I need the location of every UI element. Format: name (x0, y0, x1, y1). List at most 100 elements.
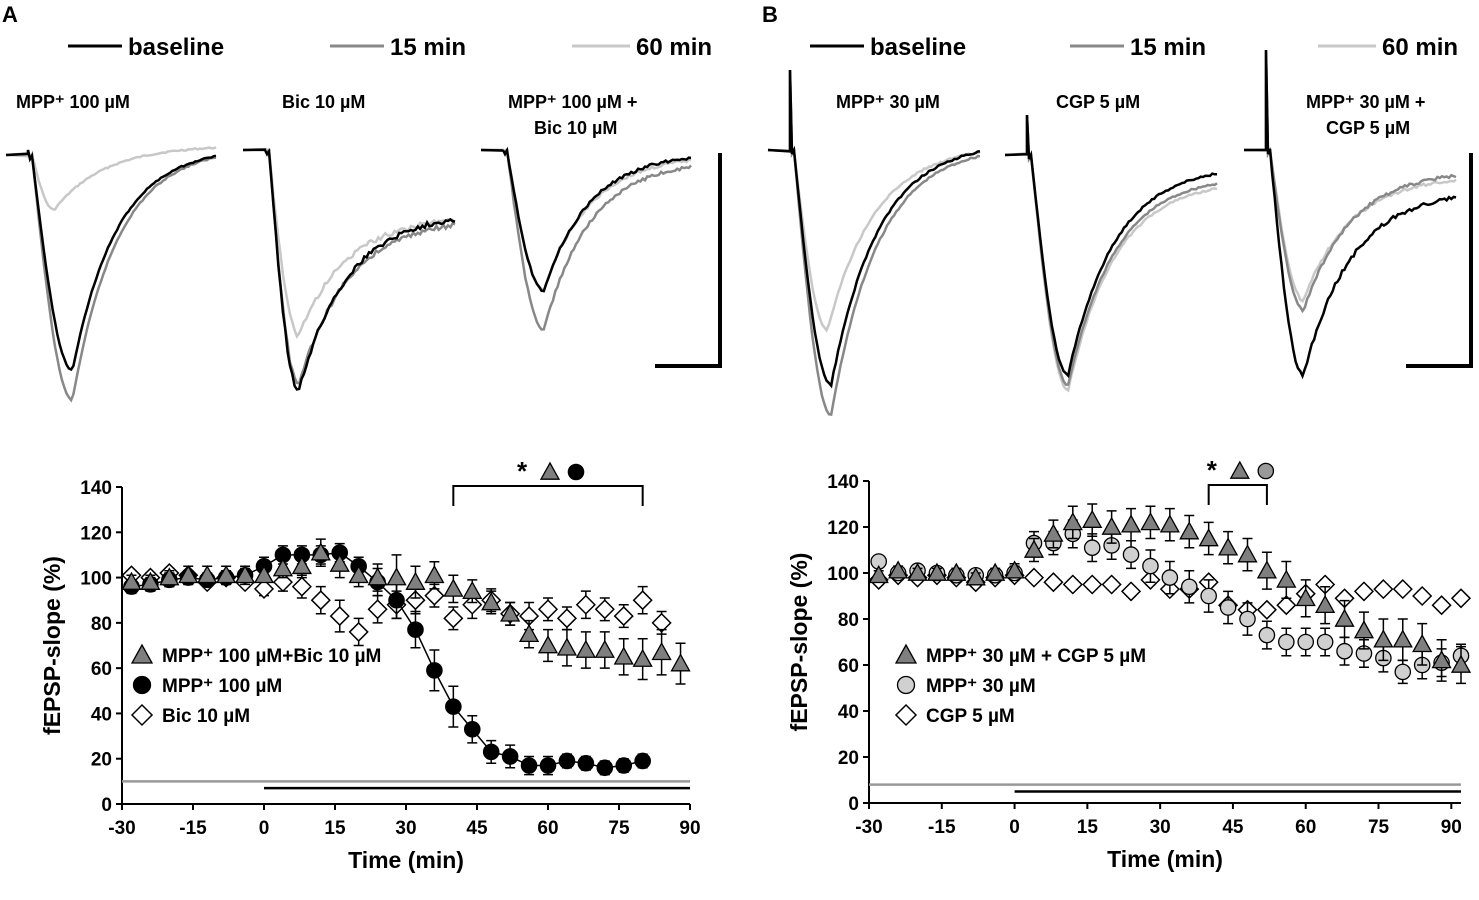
data-point (1159, 514, 1180, 533)
data-point (1219, 599, 1237, 616)
data-point (407, 621, 424, 638)
data-point (1122, 546, 1140, 563)
trace-legend-a: baseline 15 min 60 min (68, 34, 712, 61)
data-point (426, 662, 443, 679)
trace-set-2 (242, 147, 456, 391)
y-tick-label: 100 (80, 569, 112, 590)
trace-15min (480, 148, 692, 331)
data-point (463, 720, 481, 738)
legend-label-15min: 15 min (1130, 34, 1206, 61)
trace-title-b3-line2: CGP 5 µM (1326, 118, 1410, 138)
y-tick-label: 20 (91, 750, 112, 771)
y-tick-label: 40 (91, 704, 112, 725)
significance-bracket (452, 485, 644, 506)
trace-60min (242, 147, 456, 340)
trace-60min (5, 146, 217, 211)
data-point (520, 757, 538, 774)
y-tick-label: 40 (838, 702, 859, 723)
y-tick-label: 20 (838, 748, 859, 769)
panel-letter-b: B (762, 2, 778, 27)
x-axis-label: Time (min) (348, 847, 464, 873)
data-point (1239, 610, 1256, 628)
trace-title-a1: MPP⁺ 100 µM (16, 92, 130, 112)
trace-title-a3-line1: MPP⁺ 100 µM + (508, 92, 637, 112)
data-point (1256, 599, 1277, 620)
significance-marker-triangle (1229, 460, 1250, 479)
x-tick-label: 45 (1222, 817, 1244, 838)
data-point (1431, 650, 1452, 669)
data-point (596, 759, 614, 777)
significance-bracket (1207, 484, 1268, 505)
data-point (670, 653, 691, 672)
data-point (632, 590, 653, 611)
legend-marker (894, 643, 918, 664)
data-point (462, 594, 483, 615)
legend-label-baseline: baseline (870, 34, 966, 61)
data-point (556, 637, 578, 656)
data-point (539, 757, 557, 774)
data-point (1412, 633, 1433, 653)
x-tick-label: -15 (928, 817, 956, 838)
data-point (1161, 569, 1179, 586)
y-tick-label: 80 (838, 610, 859, 631)
data-point (1256, 560, 1278, 579)
data-point (965, 567, 986, 586)
panel-letter-a: A (2, 2, 18, 27)
data-point (291, 576, 312, 597)
trace-title-b1: MPP⁺ 30 µM (836, 92, 940, 112)
data-point (1450, 588, 1472, 609)
data-point (1140, 512, 1161, 531)
y-tick-label: 120 (80, 523, 112, 544)
data-point (1394, 663, 1412, 681)
field-potential-traces (5, 49, 1457, 417)
data-point (424, 564, 445, 584)
trace-title-b3-line1: MPP⁺ 30 µM + (1306, 92, 1425, 112)
data-point (1373, 629, 1394, 648)
data-point (537, 635, 559, 654)
data-point (310, 590, 331, 611)
x-tick-label: 30 (1150, 817, 1171, 838)
x-tick-label: 45 (466, 818, 488, 839)
trace-60min (767, 69, 981, 333)
data-point (1062, 512, 1083, 531)
data-point (907, 562, 928, 581)
trace-title-a2: Bic 10 µM (282, 92, 365, 112)
y-axis-label: fEPSP-slope (%) (786, 553, 812, 732)
data-point (1180, 578, 1198, 596)
y-tick-label: 80 (91, 614, 112, 635)
trace-set-1 (5, 146, 217, 403)
y-tick-label: 140 (80, 478, 112, 499)
x-tick-label: 60 (537, 818, 558, 839)
legend-marker (896, 675, 916, 695)
data-point (253, 578, 275, 599)
legend-label-60min: 60 min (636, 34, 712, 61)
data-point (926, 562, 948, 581)
trace-15min (1243, 49, 1457, 314)
data-point (1334, 608, 1355, 627)
data-point (178, 564, 199, 584)
x-tick-label: -30 (108, 818, 135, 839)
data-point (1217, 537, 1239, 556)
trace-legend-b: baseline 15 min 60 min (810, 34, 1458, 61)
data-point (1295, 587, 1316, 607)
trace-title-a3-line2: Bic 10 µM (534, 118, 617, 138)
data-point (1120, 514, 1142, 533)
data-point (518, 623, 540, 643)
data-point (1004, 560, 1025, 579)
data-point (594, 639, 615, 658)
legend-marker (130, 703, 154, 727)
trace-set-6 (1243, 49, 1457, 380)
data-point (1043, 523, 1064, 542)
x-tick-label: 0 (259, 818, 270, 839)
x-tick-label: -15 (179, 818, 207, 839)
trace-baseline (242, 148, 456, 391)
data-point (1200, 587, 1217, 605)
data-point (1023, 567, 1045, 588)
data-point (443, 608, 464, 629)
data-point (985, 562, 1006, 581)
x-tick-label: 0 (1009, 817, 1020, 838)
x-tick-label: 75 (608, 818, 630, 839)
trace-15min (767, 69, 980, 417)
data-point (613, 606, 634, 627)
data-point (348, 564, 369, 584)
